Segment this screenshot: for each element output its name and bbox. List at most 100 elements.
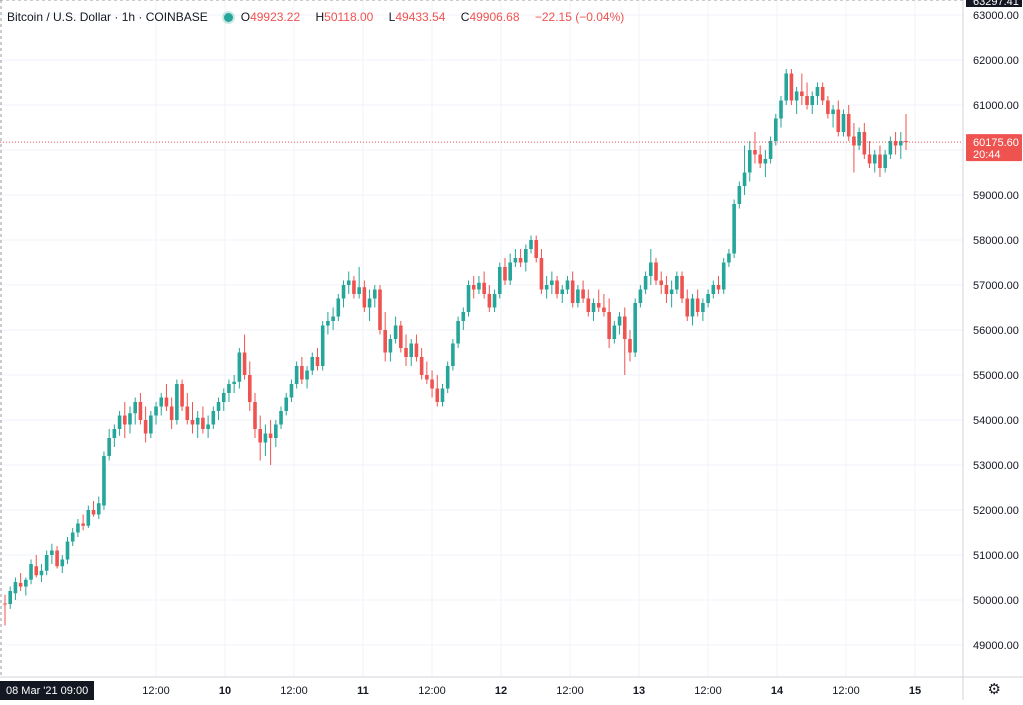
candle-body	[242, 352, 247, 375]
candle-body	[461, 312, 466, 321]
candle-body	[409, 343, 414, 357]
candle-body	[227, 384, 231, 393]
candle-body	[779, 100, 783, 119]
candle-body	[742, 172, 747, 186]
candle-body	[34, 566, 39, 576]
y-tick-label: 59000.00	[973, 190, 1019, 202]
candle-body	[872, 154, 877, 164]
x-tick-label: 11	[357, 685, 369, 697]
candle-body	[445, 366, 450, 389]
x-tick-label: 12:00	[418, 685, 446, 697]
candle-body	[544, 285, 549, 290]
candle-body	[898, 141, 903, 146]
y-tick-label: 55000.00	[973, 370, 1019, 382]
candle-body	[456, 321, 460, 344]
candle-body	[81, 523, 85, 526]
candle-body	[471, 285, 476, 290]
candle-body	[612, 325, 617, 339]
candle-body	[13, 582, 18, 594]
candle-body	[622, 316, 627, 339]
y-tick-label: 51000.00	[973, 550, 1019, 562]
candle-body	[253, 402, 257, 429]
candle-body	[831, 109, 835, 114]
candle-body	[378, 289, 382, 330]
crosshair-date-badge	[0, 681, 94, 700]
candle-body	[643, 276, 648, 290]
candle-body	[29, 564, 33, 580]
candle-body	[24, 579, 28, 587]
candle-body	[331, 316, 335, 321]
candle-body	[732, 204, 736, 254]
candle-body	[352, 280, 356, 294]
candle-body	[263, 433, 268, 443]
y-tick-label: 58000.00	[973, 235, 1019, 247]
candle-body	[107, 438, 111, 456]
candle-body	[607, 312, 611, 339]
candle-body	[878, 154, 882, 168]
close-label: C	[460, 10, 470, 24]
gear-icon[interactable]: ⚙	[987, 681, 1001, 698]
y-tick-label: 54000.00	[973, 415, 1019, 427]
candle-body	[649, 262, 653, 276]
candle-body	[633, 303, 637, 353]
candle-body	[8, 591, 13, 605]
candle-body	[279, 411, 283, 425]
candle-body	[320, 325, 325, 366]
candle-body	[550, 280, 554, 285]
symbol-title[interactable]: Bitcoin / U.S. Dollar · 1h · COINBASE	[7, 10, 208, 24]
y-tick-label: 53000.00	[973, 460, 1019, 472]
y-tick-label: 57000.00	[973, 280, 1019, 292]
x-tick-label: 15	[909, 685, 921, 697]
candle-body	[888, 141, 893, 155]
candle-body	[716, 285, 721, 290]
candle-body	[149, 415, 153, 434]
candle-body	[846, 114, 851, 137]
candle-body	[60, 559, 65, 567]
candle-body	[362, 287, 367, 308]
candle-body	[50, 550, 54, 555]
candle-body	[773, 118, 778, 141]
candle-body	[680, 276, 684, 299]
candle-body	[805, 96, 809, 105]
open-label: O	[240, 10, 251, 24]
candle-body	[357, 287, 361, 294]
candle-body	[399, 325, 403, 348]
candle-body	[44, 555, 49, 571]
candle-body	[102, 456, 106, 506]
candle-body	[232, 381, 236, 384]
candle-body	[247, 375, 252, 402]
candle-body	[143, 420, 148, 434]
candle-body	[237, 352, 242, 382]
candle-body	[414, 343, 419, 357]
candle-body	[789, 73, 794, 101]
candle-body	[883, 154, 887, 168]
candle-body	[497, 267, 502, 294]
candle-body	[836, 109, 841, 132]
candle-body	[122, 415, 127, 425]
low-value: 49433.54	[395, 10, 446, 24]
candle-body	[518, 258, 523, 263]
candle-body	[737, 186, 742, 204]
candle-body	[602, 307, 606, 312]
candle-body	[404, 348, 408, 357]
candle-body	[39, 570, 44, 576]
candle-body	[685, 298, 690, 317]
candle-body	[482, 282, 486, 294]
candle-body	[784, 73, 789, 101]
candle-body	[175, 384, 179, 420]
x-tick-label: 10	[219, 685, 231, 697]
low-label: L	[388, 10, 396, 24]
candle-body	[289, 384, 294, 398]
price-badge	[966, 134, 1022, 162]
x-tick-label: 12:00	[832, 685, 860, 697]
candle-body	[852, 136, 856, 146]
x-tick-label: 12:00	[280, 685, 308, 697]
y-tick-label: 63000.00	[973, 10, 1019, 22]
candle-body	[268, 433, 273, 438]
candle-body	[565, 280, 570, 290]
candle-body	[440, 388, 445, 402]
candle-body	[190, 420, 195, 425]
candle-body	[664, 285, 669, 294]
